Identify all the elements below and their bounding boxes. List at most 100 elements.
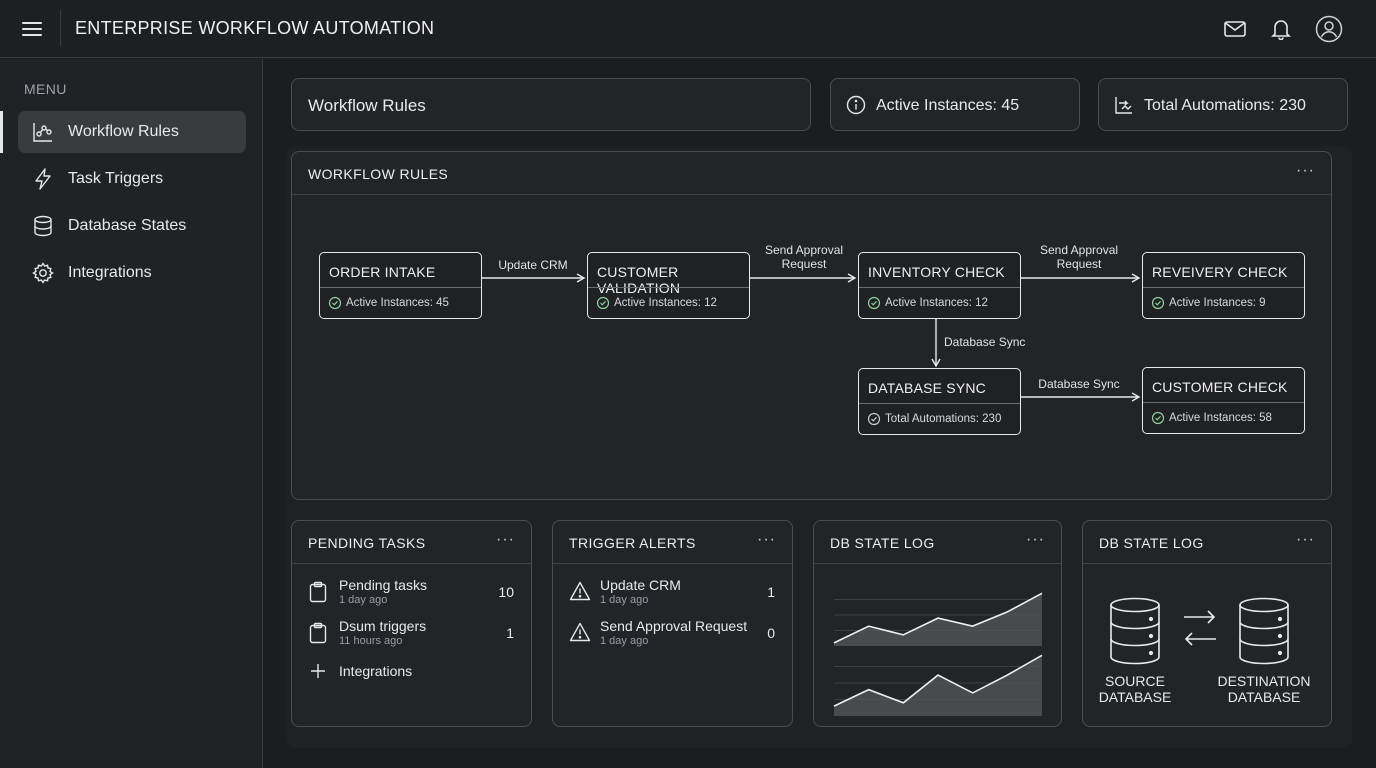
check-circle-icon bbox=[596, 296, 610, 310]
clipboard-icon bbox=[308, 581, 330, 603]
workflow-node[interactable]: DATABASE SYNC Total Automations: 230 bbox=[858, 368, 1021, 435]
workflow-node[interactable]: INVENTORY CHECK Active Instances: 12 bbox=[858, 252, 1021, 319]
divider bbox=[320, 287, 481, 288]
more-options-icon[interactable]: ··· bbox=[1026, 531, 1045, 548]
divider bbox=[60, 10, 61, 46]
sidebar-item-task-triggers[interactable]: Task Triggers bbox=[18, 158, 246, 200]
pending-tasks-card: PENDING TASKS ··· Pending tasks 1 day ag… bbox=[291, 520, 532, 727]
more-options-icon[interactable]: ··· bbox=[757, 531, 776, 548]
check-circle-icon bbox=[867, 296, 881, 310]
destination-database-label: DESTINATION DATABASE bbox=[1217, 673, 1311, 705]
task-count: 1 bbox=[506, 625, 514, 641]
divider bbox=[859, 287, 1020, 288]
sidebar-item-workflow-rules[interactable]: Workflow Rules bbox=[18, 111, 246, 153]
workflow-node[interactable]: CUSTOMER CHECK Active Instances: 58 bbox=[1142, 367, 1305, 434]
workflow-rules-card: WORKFLOW RULES ··· bbox=[291, 151, 1332, 500]
db-state-log-sync-card: DB STATE LOG ··· SOURCE DATABASE DESTINA… bbox=[1082, 520, 1332, 727]
clipboard-icon bbox=[308, 622, 330, 644]
sidebar-item-database-states[interactable]: Database States bbox=[18, 205, 246, 247]
edge-label: Send Approval Request bbox=[764, 243, 844, 271]
task-time: 11 hours ago bbox=[339, 635, 403, 647]
gear-icon bbox=[32, 262, 54, 284]
alert-title: Update CRM bbox=[600, 577, 681, 593]
node-title: REVEIVERY CHECK bbox=[1152, 264, 1288, 280]
alert-time: 1 day ago bbox=[600, 594, 649, 606]
divider bbox=[292, 563, 531, 564]
add-integration-link[interactable]: Integrations bbox=[339, 663, 413, 679]
page-title: Workflow Rules bbox=[308, 96, 426, 115]
divider bbox=[859, 403, 1020, 404]
active-indicator bbox=[0, 111, 3, 153]
trigger-alerts-card: TRIGGER ALERTS ··· Update CRM 1 day ago … bbox=[552, 520, 793, 727]
total-automations-card: Total Automations: 230 bbox=[1098, 78, 1348, 131]
workflow-node[interactable]: REVEIVERY CHECK Active Instances: 9 bbox=[1142, 252, 1305, 319]
edge-label: Send Approval Request bbox=[1039, 243, 1119, 271]
node-stat: Active Instances: 58 bbox=[1169, 412, 1272, 424]
node-title: INVENTORY CHECK bbox=[868, 264, 1005, 280]
sidebar: MENU bbox=[0, 59, 263, 768]
chart-area-series bbox=[834, 655, 1042, 716]
node-title: CUSTOMER CHECK bbox=[1152, 379, 1288, 395]
info-icon bbox=[846, 95, 866, 120]
automation-icon bbox=[1114, 95, 1134, 120]
workflow-node[interactable]: ORDER INTAKE Active Instances: 45 bbox=[319, 252, 482, 319]
workflow-node[interactable]: CUSTOMER VALIDATION Active Instances: 12 bbox=[587, 252, 750, 319]
sidebar-item-integrations[interactable]: Integrations bbox=[18, 252, 246, 294]
warning-icon bbox=[569, 581, 591, 603]
edge-label: Update CRM bbox=[498, 258, 568, 272]
active-instances-card: Active Instances: 45 bbox=[830, 78, 1080, 131]
more-options-icon[interactable]: ··· bbox=[1296, 531, 1315, 548]
more-options-icon[interactable]: ··· bbox=[496, 531, 515, 548]
sidebar-item-label: Task Triggers bbox=[68, 170, 164, 187]
alert-count: 1 bbox=[767, 584, 775, 600]
chart-series-line bbox=[833, 654, 1043, 707]
page-title-card: Workflow Rules bbox=[291, 78, 811, 131]
divider bbox=[1143, 402, 1304, 403]
node-title: DATABASE SYNC bbox=[868, 380, 986, 396]
divider bbox=[588, 287, 749, 288]
total-automations-stat: Total Automations: 230 bbox=[1144, 97, 1306, 114]
alert-time: 1 day ago bbox=[600, 635, 649, 647]
bell-icon[interactable] bbox=[1267, 15, 1295, 43]
edge-label: Database Sync bbox=[944, 335, 1026, 349]
db-state-chart bbox=[833, 592, 1043, 716]
check-circle-icon bbox=[1151, 411, 1165, 425]
workflow-icon bbox=[32, 121, 54, 143]
check-circle-icon bbox=[1151, 296, 1165, 310]
node-title: CUSTOMER VALIDATION bbox=[597, 264, 681, 296]
menu-icon[interactable] bbox=[22, 18, 46, 40]
task-time: 1 day ago bbox=[339, 594, 388, 606]
card-title: PENDING TASKS bbox=[308, 535, 426, 551]
card-title: DB STATE LOG bbox=[1099, 535, 1204, 551]
warning-icon bbox=[569, 622, 591, 644]
task-title: Dsum triggers bbox=[339, 618, 427, 634]
chart-series-line bbox=[833, 592, 1043, 644]
chart-area-series bbox=[834, 593, 1042, 646]
alert-count: 0 bbox=[767, 625, 775, 641]
destination-database-icon bbox=[1238, 597, 1290, 670]
edge-label: Database Sync bbox=[1038, 377, 1120, 391]
node-title: ORDER INTAKE bbox=[329, 264, 436, 280]
check-circle-icon bbox=[867, 412, 881, 426]
mail-icon[interactable] bbox=[1221, 15, 1249, 43]
more-options-icon[interactable]: ··· bbox=[1296, 162, 1315, 179]
lightning-icon bbox=[32, 168, 54, 190]
node-stat: Active Instances: 12 bbox=[885, 297, 988, 309]
plus-icon[interactable] bbox=[310, 663, 332, 685]
app-title: ENTERPRISE WORKFLOW AUTOMATION bbox=[75, 18, 435, 38]
divider bbox=[1143, 287, 1304, 288]
database-icon bbox=[32, 215, 54, 237]
db-state-log-chart-card: DB STATE LOG ··· bbox=[813, 520, 1062, 727]
card-title: DB STATE LOG bbox=[830, 535, 935, 551]
top-bar: ENTERPRISE WORKFLOW AUTOMATION bbox=[0, 0, 1376, 58]
card-title: WORKFLOW RULES bbox=[308, 166, 449, 182]
source-database-icon bbox=[1109, 597, 1161, 670]
sidebar-item-label: Integrations bbox=[68, 264, 152, 281]
source-database-label: SOURCE DATABASE bbox=[1098, 673, 1172, 705]
menu-heading: MENU bbox=[24, 81, 67, 97]
divider bbox=[292, 194, 1331, 195]
node-stat: Total Automations: 230 bbox=[885, 413, 1002, 425]
user-icon[interactable] bbox=[1315, 15, 1343, 43]
active-instances-stat: Active Instances: 45 bbox=[876, 97, 1020, 114]
